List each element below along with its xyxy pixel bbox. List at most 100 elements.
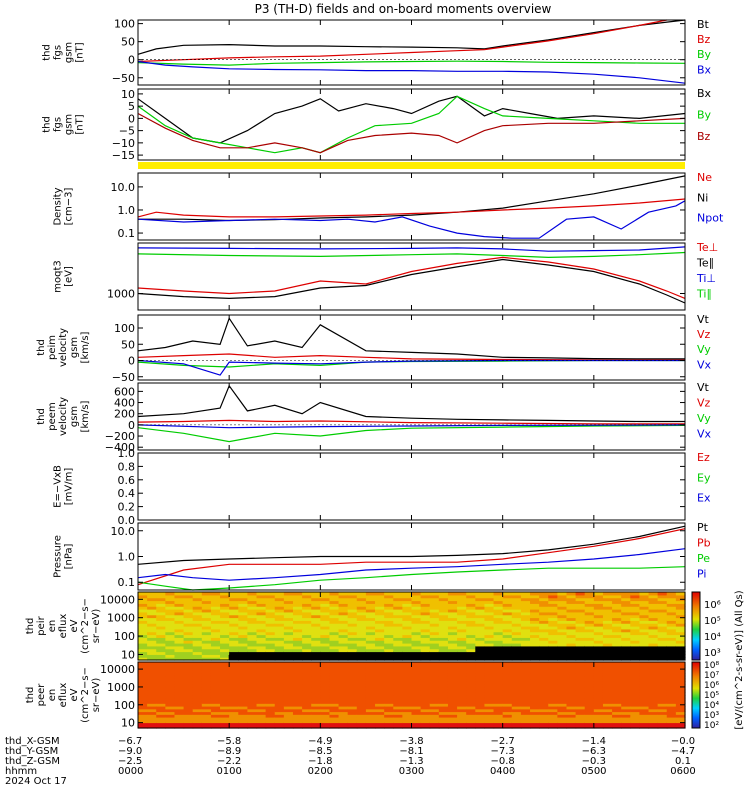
spectrogram-cell: [156, 603, 166, 607]
spectrogram-cell: [530, 617, 540, 621]
spectrogram-cell: [420, 614, 431, 619]
spectrogram-cell: [165, 670, 176, 674]
spectrogram-cell: [138, 670, 148, 674]
spectrogram-cell: [338, 703, 349, 707]
spectrogram-cell: [375, 678, 385, 682]
spectrogram-cell: [311, 697, 321, 702]
spectrogram-cell: [621, 706, 631, 710]
spectrogram-cell: [475, 703, 486, 707]
panel-frame: [137, 172, 686, 241]
spectrogram-cell: [502, 675, 513, 680]
spectrogram-cell: [393, 617, 403, 621]
spectrogram-cell: [210, 654, 221, 658]
spectrogram-cell: [493, 643, 504, 647]
spectrogram-cell: [548, 637, 558, 641]
spectrogram-cell: [630, 606, 641, 610]
spectrogram-cell: [675, 708, 686, 713]
spectrogram-cell: [292, 706, 303, 710]
spectrogram-cell: [147, 681, 157, 685]
spectrogram-cell: [411, 725, 422, 729]
spectrogram-cell: [493, 609, 504, 613]
spectrogram-cell: [156, 651, 166, 655]
spectrogram-cell: [493, 684, 504, 688]
spectrogram-cell: [256, 657, 267, 661]
spectrogram-cell: [174, 667, 185, 671]
spectrogram-cell: [283, 651, 294, 655]
y-axis-label: thd fgs gsm [nT]: [42, 42, 86, 63]
x-axis-tick-value: −8.9: [217, 746, 241, 757]
spectrogram-cell: [320, 606, 331, 610]
spectrogram-cell: [639, 708, 650, 713]
spectrogram-cell: [375, 695, 385, 699]
spectrogram-cell: [229, 708, 239, 713]
spectrogram-cell: [648, 725, 659, 729]
spectrogram-cell: [238, 719, 248, 724]
spectrogram-cell: [429, 634, 440, 638]
spectrogram-cell: [274, 689, 285, 693]
spectrogram-cell: [338, 597, 349, 602]
spectrogram-cell: [274, 722, 285, 726]
spectrogram-cell: [138, 637, 148, 641]
spectrogram-cell: [320, 617, 331, 621]
spectrogram-cell: [338, 651, 349, 655]
spectrogram-cell: [575, 692, 586, 696]
spectrogram-cell: [593, 637, 604, 641]
spectrogram-cell: [311, 678, 321, 682]
spectrogram-cell: [511, 700, 522, 704]
spectrogram-cell: [493, 681, 504, 685]
spectrogram-cell: [493, 637, 504, 641]
spectrogram-cell: [384, 609, 394, 613]
spectrogram-cell: [447, 640, 458, 644]
spectrogram-cell: [438, 628, 449, 633]
spectrogram-cell: [220, 719, 230, 724]
y-tick-label: 0.1: [118, 227, 136, 240]
y-tick-label: 0: [128, 419, 135, 432]
spectrogram-cell: [292, 597, 303, 602]
spectrogram-cell: [511, 634, 522, 638]
spectrogram-cell: [347, 695, 358, 699]
y-tick-label: 10: [121, 88, 135, 101]
spectrogram-cell: [530, 708, 540, 713]
spectrogram-cell: [329, 600, 340, 604]
spectrogram-cell: [566, 684, 577, 688]
spectrogram-cell: [302, 623, 312, 627]
spectrogram-cell: [630, 681, 641, 685]
spectrogram-cell: [338, 670, 349, 674]
spectrogram-cell: [192, 637, 203, 641]
spectrogram-cell: [356, 631, 367, 636]
spectrogram-cell: [238, 664, 248, 669]
spectrogram-cell: [502, 620, 513, 624]
spectrogram-cell: [511, 684, 522, 688]
spectrogram-cell: [575, 686, 586, 691]
spectrogram-cell: [411, 611, 422, 616]
spectrogram-cell: [210, 603, 221, 607]
spectrogram-cell: [201, 695, 212, 699]
spectrogram-cell: [247, 606, 258, 610]
spectrogram-cell: [612, 643, 622, 647]
spectrogram-cell: [210, 675, 221, 680]
spectrogram-cell: [675, 654, 686, 658]
spectrogram-cell: [429, 662, 440, 666]
spectrogram-cell: [630, 617, 641, 621]
spectrogram-cell: [329, 678, 340, 682]
y-axis-label: thd fgs gsm [nT]: [42, 114, 86, 135]
spectrogram-cell: [283, 643, 294, 647]
spectrogram-cell: [347, 664, 358, 669]
spectrogram-cell: [657, 640, 668, 644]
colorbar-label: [eV/(cm^2-s-sr-eV)] (All Qs): [734, 590, 745, 729]
spectrogram-cell: [630, 686, 641, 691]
spectrogram-cell: [548, 611, 558, 616]
spectrogram-cell: [466, 637, 476, 641]
spectrogram-cell: [201, 686, 212, 691]
spectrogram-cell: [384, 651, 394, 655]
spectrogram-cell: [457, 684, 467, 688]
spectrogram-cell: [238, 706, 248, 710]
spectrogram-cell: [283, 664, 294, 669]
y-axis-label-line: moqt3: [53, 260, 64, 293]
spectrogram-cell: [365, 711, 376, 715]
spectrogram-cell: [584, 628, 595, 633]
spectrogram-cell: [165, 695, 176, 699]
spectrogram-cell: [192, 714, 203, 718]
legend-label: Vy: [697, 412, 711, 425]
spectrogram-cell: [630, 648, 641, 653]
